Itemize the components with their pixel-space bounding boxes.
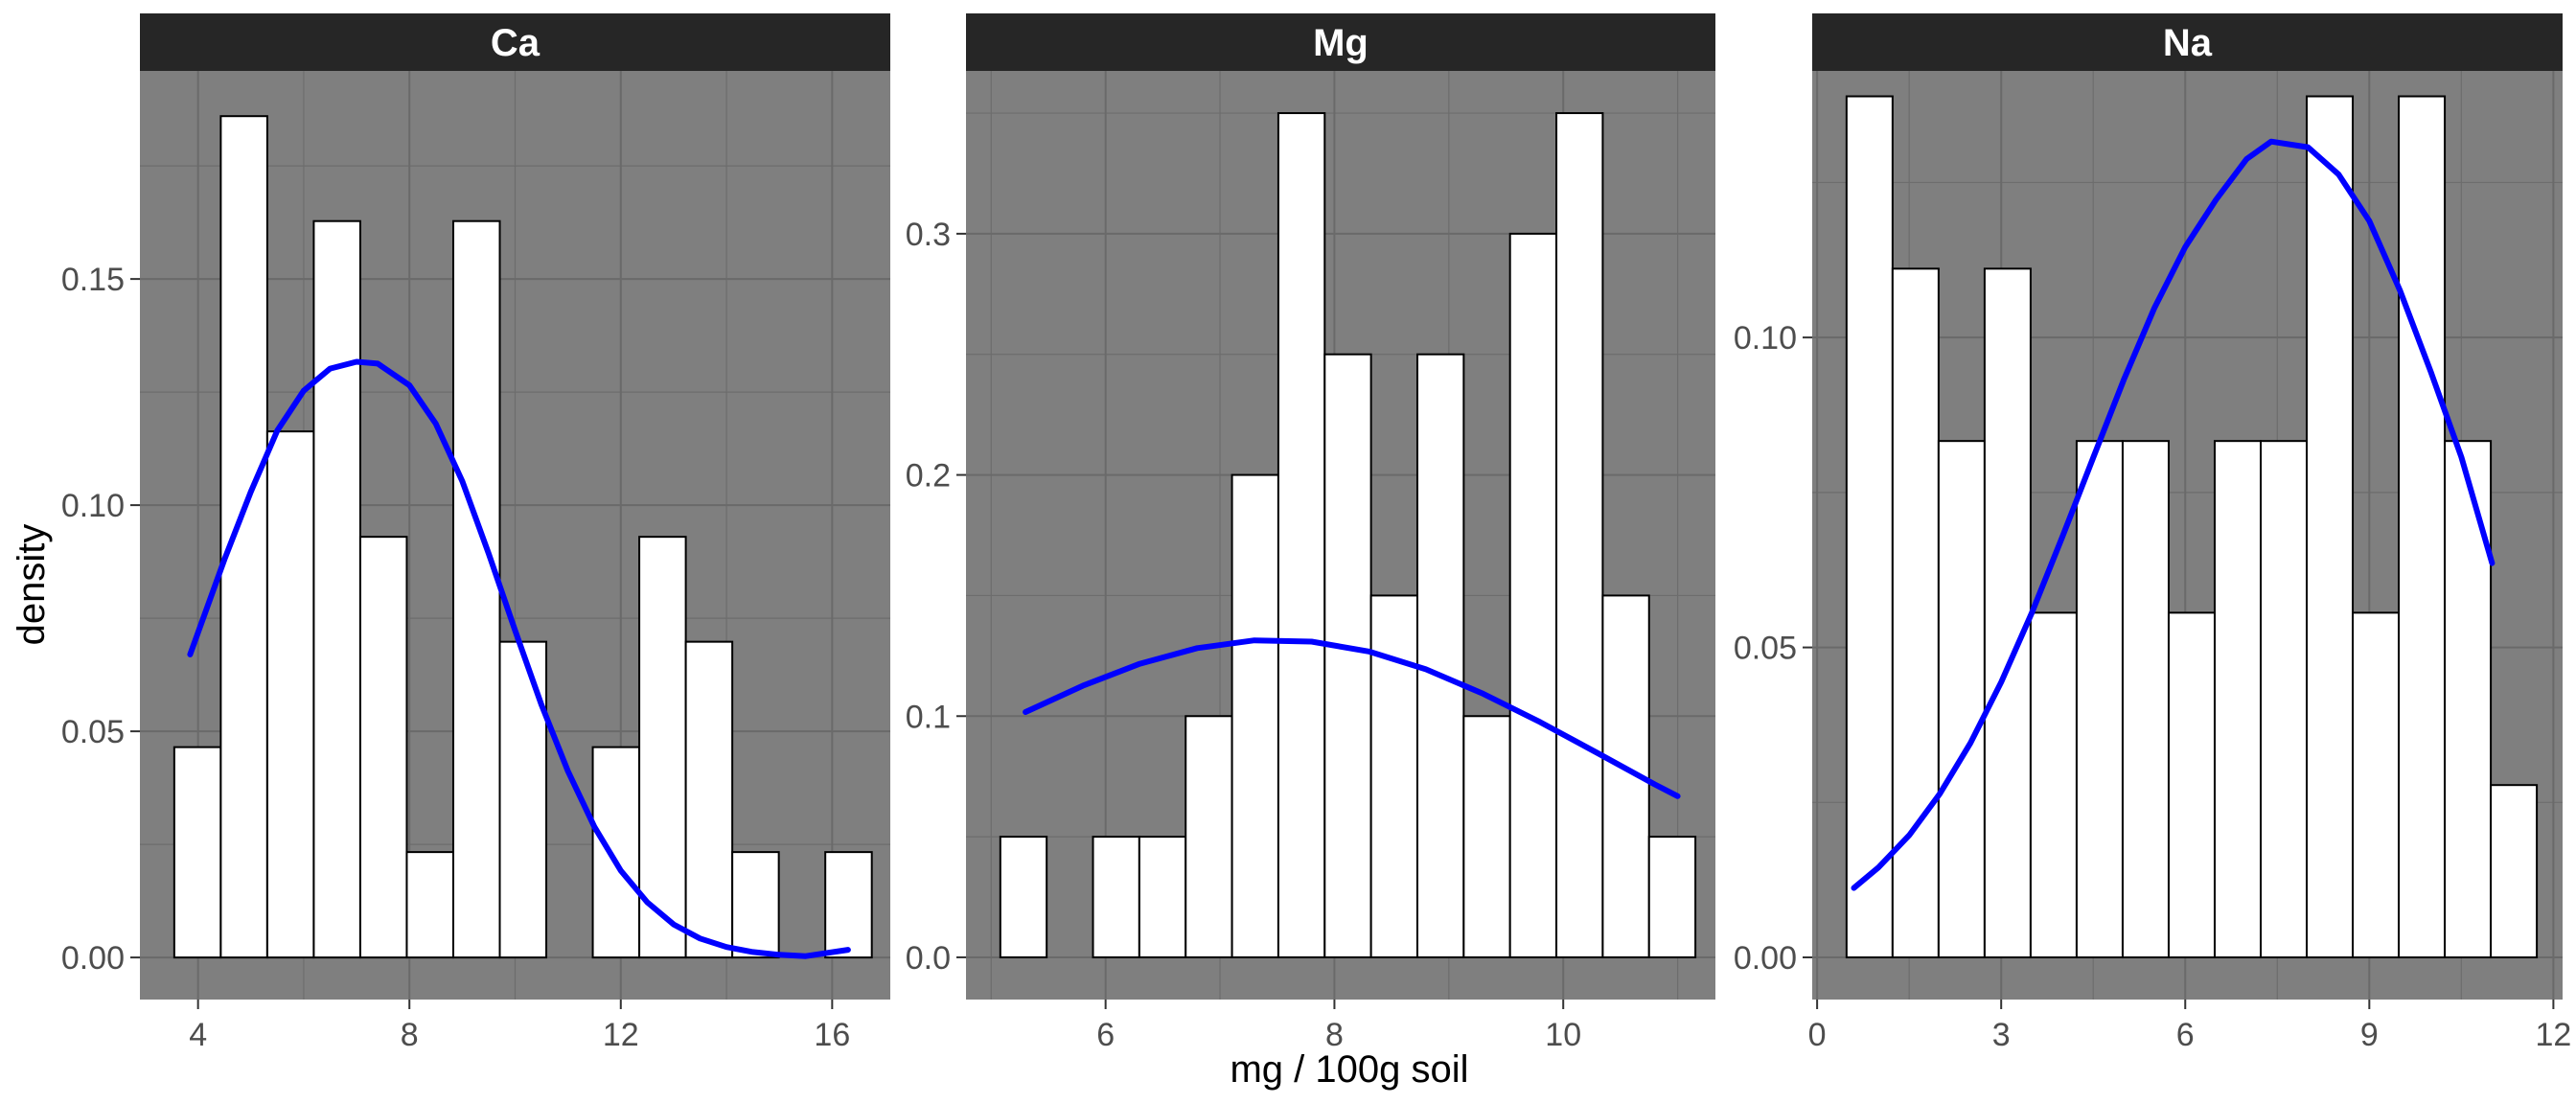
histogram-bar — [2075, 440, 2124, 959]
x-tick-label: 6 — [2176, 1017, 2195, 1053]
y-axis: 0.0 0.1 0.2 0.3 — [906, 217, 966, 977]
histogram-bar — [1276, 112, 1326, 958]
histogram-bar — [2260, 440, 2309, 959]
x-tick-label: 8 — [401, 1017, 419, 1053]
histogram-bar — [219, 115, 268, 959]
histogram-bar — [2121, 440, 2170, 959]
histogram-bar — [638, 536, 687, 959]
x-tick-label: 10 — [1545, 1017, 1581, 1053]
histogram-bar — [1937, 440, 1986, 959]
x-axis-title: mg / 100g soil — [1230, 1048, 1468, 1091]
x-tick-label: 6 — [1096, 1017, 1115, 1053]
y-tick-label: 0.10 — [61, 488, 125, 524]
y-tick-label: 0.1 — [906, 699, 951, 735]
x-tick-label: 12 — [603, 1017, 639, 1053]
histogram-bar — [358, 536, 408, 959]
histogram-bar — [405, 851, 454, 959]
x-axis: 0 3 6 9 12 — [1808, 1000, 2571, 1053]
histogram-bar — [999, 836, 1048, 958]
y-tick-label: 0.05 — [1734, 631, 1797, 667]
facet-na: Na 0 3 6 9 12 0.00 0.05 0.10 — [1734, 13, 2571, 1053]
y-axis-title: density — [11, 524, 53, 646]
histogram-bar — [2444, 440, 2493, 959]
x-tick-label: 9 — [2360, 1017, 2379, 1053]
histogram-bar — [1092, 836, 1140, 958]
x-tick-label: 3 — [1992, 1017, 2011, 1053]
histogram-bar — [1508, 232, 1558, 958]
y-tick-label: 0.15 — [61, 262, 125, 298]
histogram-bar — [2352, 611, 2401, 959]
histogram-bars — [999, 112, 1697, 958]
histogram-bar — [2490, 784, 2539, 959]
histogram-bar — [1647, 836, 1697, 958]
histogram-bar — [1138, 836, 1187, 958]
density-curve — [1851, 138, 2496, 891]
histogram-bar — [1983, 267, 2032, 959]
y-axis: 0.00 0.05 0.10 — [1734, 320, 1812, 977]
x-tick-label: 8 — [1325, 1017, 1344, 1053]
histogram-bar — [172, 746, 222, 959]
x-tick-label: 12 — [2535, 1017, 2571, 1053]
facet-strip-label: Na — [2163, 22, 2213, 64]
y-tick-label: 0.00 — [61, 940, 125, 977]
histogram-bar — [498, 640, 548, 959]
histogram-bars — [1845, 95, 2539, 959]
histogram-bar — [1415, 353, 1465, 958]
histogram-bar — [684, 640, 734, 959]
histogram-bar — [1891, 267, 1940, 959]
histogram-bar — [2029, 611, 2078, 959]
x-tick-label: 4 — [189, 1017, 207, 1053]
facet-strip — [1812, 13, 2563, 71]
x-tick-label: 0 — [1808, 1017, 1827, 1053]
x-axis: 6 8 10 — [1096, 1000, 1581, 1053]
facet-strip-label: Ca — [491, 22, 540, 64]
x-axis: 4 8 12 16 — [189, 1000, 850, 1053]
y-tick-label: 0.3 — [906, 217, 951, 253]
histogram-bar — [265, 430, 315, 959]
y-tick-label: 0.05 — [61, 714, 125, 750]
histogram-bar — [591, 746, 641, 959]
facet-strip — [140, 13, 890, 71]
histogram-bar — [2398, 95, 2447, 959]
y-tick-label: 0.00 — [1734, 940, 1797, 977]
histogram-bar — [2167, 611, 2216, 959]
histogram-bar — [1369, 594, 1418, 958]
histogram-bar — [1555, 112, 1604, 958]
histogram-bar — [824, 851, 873, 959]
y-tick-label: 0.10 — [1734, 320, 1797, 356]
histogram-bar — [1845, 95, 1894, 959]
y-tick-label: 0.2 — [906, 458, 951, 494]
x-tick-label: 16 — [814, 1017, 850, 1053]
histogram-bar — [2213, 440, 2263, 959]
histogram-bar — [1323, 353, 1372, 958]
histogram-bar — [451, 219, 501, 959]
facet-strip-label: Mg — [1313, 22, 1368, 64]
y-tick-label: 0.0 — [906, 940, 951, 977]
density-curve — [187, 358, 851, 959]
facet-mg: Mg 6 8 10 0.0 0.1 0.2 0.3 — [906, 13, 1715, 1053]
facet-ca: Ca 4 8 12 16 0.00 0.05 0.10 0.15 — [61, 13, 890, 1053]
histogram-bar — [731, 851, 780, 959]
density-curve — [1023, 637, 1681, 799]
histogram-bar — [312, 219, 361, 959]
histogram-bar — [1184, 715, 1233, 958]
histogram-bar — [1230, 473, 1279, 958]
y-axis: 0.00 0.05 0.10 0.15 — [61, 262, 140, 977]
histogram-bar — [2306, 95, 2355, 959]
histogram-bar — [1462, 715, 1511, 958]
facet-strip — [966, 13, 1715, 71]
